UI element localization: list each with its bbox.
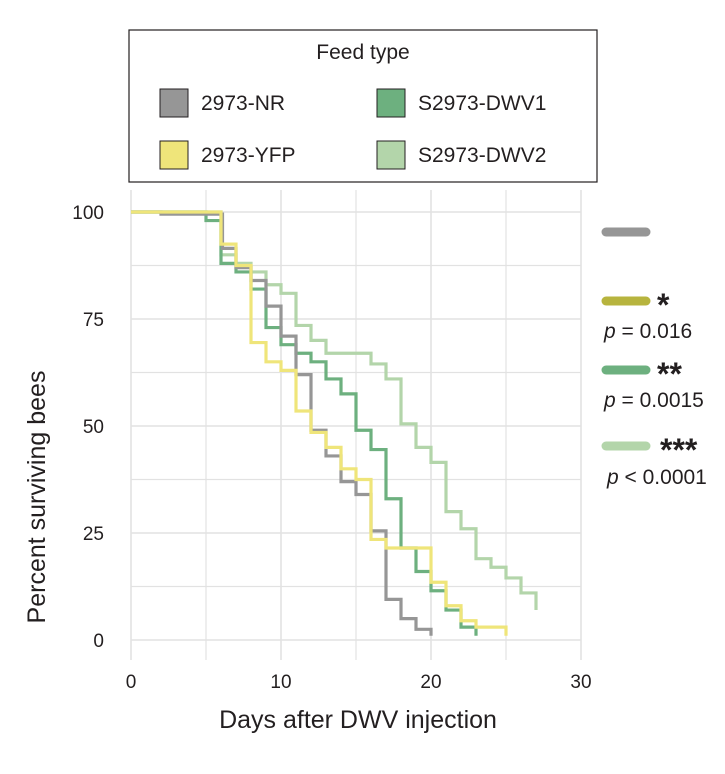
series-line-2973-nr — [131, 210, 433, 636]
y-tick-label: 75 — [83, 310, 104, 331]
x-tick-label: 0 — [126, 672, 137, 693]
x-axis-label: Days after DWV injection — [219, 706, 497, 734]
sig-stars-s2973-dwv1: ** — [657, 356, 682, 392]
legend-label-s2973-dwv2: S2973-DWV2 — [418, 144, 546, 167]
legend-swatch-2973-yfp — [159, 140, 189, 170]
x-tick-label: 30 — [570, 672, 591, 693]
grid — [130, 190, 582, 660]
sig-pvalue-symbol-s2973-dwv1: p — [603, 389, 616, 412]
y-tick-label: 0 — [93, 631, 104, 652]
x-tick-label: 10 — [270, 672, 291, 693]
sig-pvalue-s2973-dwv1: p = 0.0015 — [603, 389, 704, 412]
y-tick-label: 25 — [83, 524, 104, 545]
legend-label-2973-nr: 2973-NR — [201, 92, 285, 115]
legend: Feed type 2973-NR S2973-DWV1 2973-YFP S2… — [128, 29, 598, 183]
sig-pvalue-symbol-2973-yfp: p — [603, 320, 616, 343]
legend-swatch-s2973-dwv1 — [376, 88, 406, 118]
sig-stars-s2973-dwv2: *** — [660, 432, 698, 468]
sig-pvalue-text-s2973-dwv1: = 0.0015 — [616, 389, 704, 412]
legend-label-2973-yfp: 2973-YFP — [201, 144, 296, 167]
legend-title: Feed type — [316, 41, 409, 64]
sig-pvalue-symbol-s2973-dwv2: p — [606, 466, 619, 489]
legend-swatch-2973-nr — [159, 88, 189, 118]
series-lines — [131, 210, 538, 636]
sig-pvalue-text-2973-yfp: = 0.016 — [616, 320, 692, 343]
x-tick-label: 20 — [420, 672, 441, 693]
y-axis-label: Percent surviving bees — [23, 371, 51, 624]
y-tick-label: 50 — [83, 417, 104, 438]
legend-label-s2973-dwv1: S2973-DWV1 — [418, 92, 546, 115]
sig-pvalue-text-s2973-dwv2: < 0.0001 — [619, 466, 707, 489]
legend-box — [128, 29, 598, 183]
series-line-2973-yfp — [131, 210, 508, 636]
series-line-s2973-dwv1 — [131, 210, 478, 636]
significance-panel: * p = 0.016 ** p = 0.0015 *** p < 0.0001 — [601, 227, 707, 489]
sig-pvalue-s2973-dwv2: p < 0.0001 — [606, 466, 707, 489]
sig-pvalue-2973-yfp: p = 0.016 — [603, 320, 692, 343]
legend-swatch-s2973-dwv2 — [376, 140, 406, 170]
sig-stars-2973-yfp: * — [657, 287, 670, 323]
y-tick-label: 100 — [72, 203, 104, 224]
series-line-s2973-dwv2 — [131, 210, 538, 611]
axes: 0 10 20 30 0 25 50 75 100 — [72, 203, 591, 693]
